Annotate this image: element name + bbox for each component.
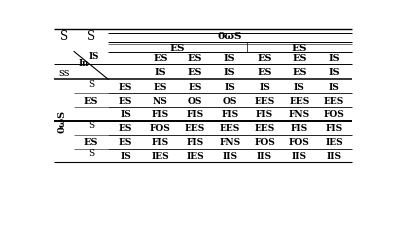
Text: IES: IES	[325, 137, 343, 146]
Text: S: S	[60, 30, 68, 43]
Text: IS: IS	[259, 82, 270, 91]
Text: EES: EES	[220, 124, 240, 133]
Text: ES: ES	[119, 124, 132, 133]
Text: ES: ES	[188, 68, 202, 77]
Text: FIS: FIS	[152, 137, 169, 146]
Text: S: S	[87, 30, 95, 43]
Text: IS: IS	[329, 82, 340, 91]
Text: FIS: FIS	[186, 110, 204, 119]
Text: ES: ES	[84, 96, 98, 105]
Text: FIS: FIS	[291, 124, 308, 133]
Text: FIS: FIS	[152, 110, 169, 119]
Text: IIS: IIS	[327, 151, 342, 160]
Text: IS: IS	[294, 82, 305, 91]
Text: FOS: FOS	[289, 137, 310, 146]
Text: ES: ES	[292, 54, 307, 63]
Text: IS: IS	[328, 54, 340, 63]
Text: IS: IS	[120, 110, 131, 119]
Text: IS: IS	[89, 52, 99, 61]
Text: IIS: IIS	[222, 151, 237, 160]
Text: OS: OS	[188, 96, 202, 105]
Text: S: S	[88, 148, 94, 157]
Text: ES: ES	[188, 54, 202, 63]
Text: OS: OS	[223, 96, 237, 105]
Text: FIS: FIS	[325, 124, 343, 133]
Text: In: In	[79, 58, 89, 68]
Text: IIS: IIS	[257, 151, 272, 160]
Text: 0ωS: 0ωS	[57, 110, 66, 133]
Text: EES: EES	[255, 124, 275, 133]
Text: NS: NS	[153, 96, 168, 105]
Text: IS: IS	[120, 151, 131, 160]
Text: FNS: FNS	[289, 110, 310, 119]
Text: EES: EES	[255, 96, 275, 105]
Text: IES: IES	[151, 151, 169, 160]
Text: ES: ES	[153, 54, 167, 63]
Text: ES: ES	[170, 44, 186, 53]
Text: ss: ss	[58, 67, 70, 77]
Text: ES: ES	[188, 82, 202, 91]
Text: IS: IS	[224, 68, 236, 77]
Text: ES: ES	[84, 137, 98, 146]
Text: ES: ES	[292, 44, 307, 53]
Text: FIS: FIS	[186, 137, 204, 146]
Text: EES: EES	[185, 124, 205, 133]
Text: ES: ES	[119, 137, 132, 146]
Text: IS: IS	[154, 68, 166, 77]
Text: IS: IS	[225, 82, 235, 91]
Text: IS: IS	[328, 68, 340, 77]
Text: IES: IES	[186, 151, 204, 160]
Text: FOS: FOS	[324, 110, 344, 119]
Text: ES: ES	[292, 68, 307, 77]
Text: ES: ES	[119, 82, 132, 91]
Text: ES: ES	[257, 68, 272, 77]
Text: FIS: FIS	[256, 110, 273, 119]
Text: ES: ES	[154, 82, 167, 91]
Text: IIS: IIS	[292, 151, 307, 160]
Text: FOS: FOS	[150, 124, 171, 133]
Text: FNS: FNS	[219, 137, 240, 146]
Text: IS: IS	[224, 54, 236, 63]
Text: S: S	[88, 79, 94, 88]
Text: EES: EES	[289, 96, 309, 105]
Text: EES: EES	[324, 96, 344, 105]
Text: ES: ES	[119, 96, 132, 105]
Text: ES: ES	[257, 54, 272, 63]
Text: FIS: FIS	[221, 110, 238, 119]
Text: 0ωS: 0ωS	[217, 32, 242, 41]
Text: S: S	[88, 121, 94, 130]
Text: FOS: FOS	[254, 137, 275, 146]
